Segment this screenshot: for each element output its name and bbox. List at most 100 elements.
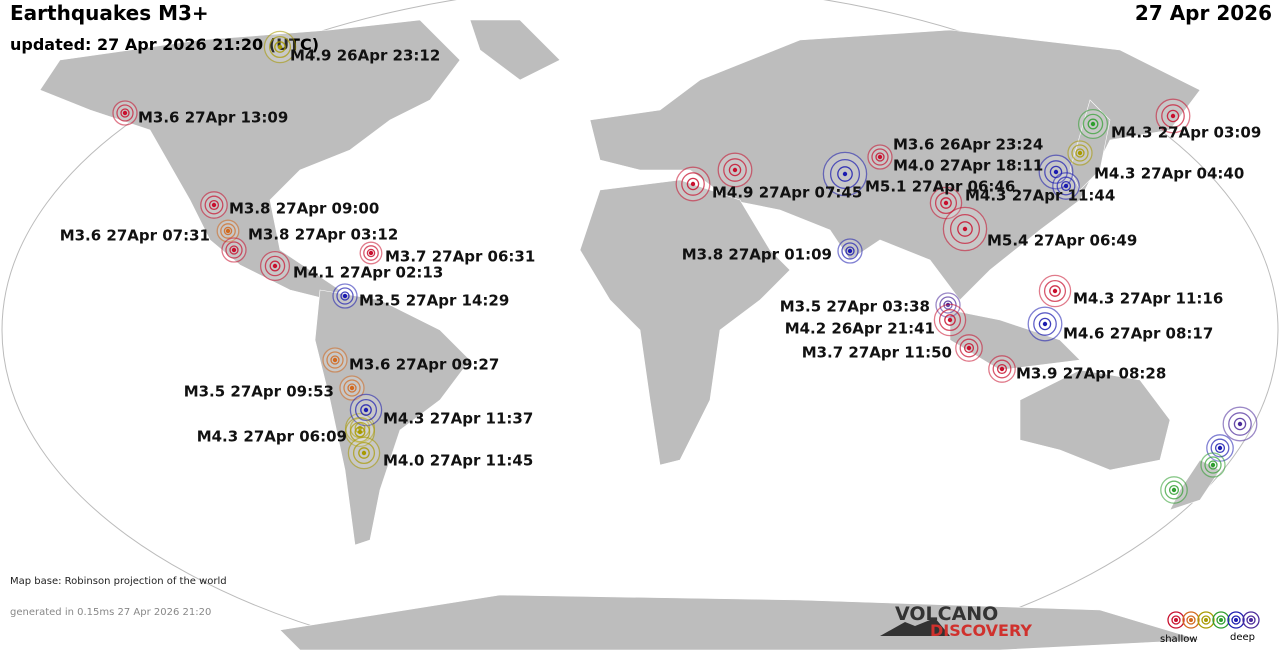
quake-ring	[358, 447, 370, 459]
quake-ring	[837, 166, 853, 182]
quake-dot	[1063, 183, 1069, 189]
quake-dot	[1053, 169, 1059, 175]
quake-dot	[277, 44, 283, 50]
quake-ring	[1033, 312, 1057, 336]
quake-dot	[1217, 445, 1223, 451]
land	[39, 19, 1221, 650]
quake-ring	[264, 255, 286, 277]
quake-ring	[220, 223, 236, 239]
legend	[1167, 611, 1260, 629]
quake-ring	[1075, 148, 1085, 158]
quake-dot	[999, 366, 1005, 372]
quake-ring	[347, 383, 357, 393]
quake-label: M4.2 26Apr 21:41	[785, 320, 935, 338]
markers	[112, 30, 1258, 504]
quake-dot	[1042, 321, 1048, 327]
quake-dot	[962, 226, 968, 232]
quake-label: M3.6 27Apr 07:31	[60, 227, 210, 245]
quake-dot	[231, 247, 237, 253]
quake-label: M4.3 27Apr 04:40	[1094, 165, 1244, 183]
generated: generated in 0.15ms 27 Apr 2026 21:20	[10, 607, 211, 618]
quake-ring	[723, 158, 747, 182]
quake-ring	[360, 404, 372, 416]
quake-label: M3.7 27Apr 11:50	[802, 344, 952, 362]
quake-ring	[938, 308, 962, 332]
quake-ring	[354, 426, 366, 438]
quake-label: M3.5 27Apr 03:38	[780, 298, 930, 316]
quake-ring	[354, 398, 378, 422]
quake-dot	[349, 385, 355, 391]
quake-ring	[208, 199, 220, 211]
quake-ring	[340, 291, 350, 301]
quake-ring	[845, 246, 855, 256]
quake-ring	[934, 191, 958, 215]
legend-dot	[1189, 618, 1193, 622]
quake-ring	[963, 342, 975, 354]
quake-label: M4.0 27Apr 18:11	[893, 157, 1043, 175]
quake-ring	[326, 351, 344, 369]
updated: updated: 27 Apr 2026 21:20 (UTC)	[10, 35, 319, 54]
quake-ring	[1204, 456, 1222, 474]
quake-dot	[1237, 421, 1243, 427]
quake-label: M4.9 26Apr 23:12	[290, 47, 440, 65]
quake-label: M3.5 27Apr 14:29	[359, 292, 509, 310]
legend-dot	[1174, 618, 1178, 622]
legend-ring	[1216, 615, 1226, 625]
quake-ring	[223, 226, 233, 236]
quake-dot	[690, 181, 696, 187]
legend-ring	[1171, 615, 1181, 625]
quake-label: M5.4 27Apr 06:49	[987, 232, 1137, 250]
date: 27 Apr 2026	[1135, 1, 1272, 25]
legend-ring	[1246, 615, 1256, 625]
quake-dot	[1170, 113, 1176, 119]
quake-ring	[343, 379, 361, 397]
legend-ring	[1186, 615, 1196, 625]
quake-ring	[996, 363, 1008, 375]
quake-dot	[1090, 121, 1096, 127]
quake-ring	[269, 260, 281, 272]
quake-label: M4.0 27Apr 11:45	[383, 452, 533, 470]
quake-dot	[842, 171, 848, 177]
quake-ring	[120, 108, 130, 118]
quake-ring	[940, 197, 952, 209]
quake-dot	[122, 110, 128, 116]
quake-ring	[875, 152, 885, 162]
quake-dot	[966, 345, 972, 351]
logo-bottom: DISCOVERY	[930, 621, 1032, 640]
quake-ring	[1082, 113, 1104, 135]
quake-label: M4.3 27Apr 03:09	[1111, 124, 1261, 142]
quake-ring	[949, 213, 981, 245]
quake-ring	[1043, 279, 1067, 303]
quake-dot	[732, 167, 738, 173]
quake-ring	[225, 241, 243, 259]
quake-ring	[366, 248, 376, 258]
quake-ring	[1071, 144, 1089, 162]
quake-ring	[992, 359, 1012, 379]
quake-ring	[1228, 412, 1252, 436]
quake-dot	[947, 317, 953, 323]
quake-ring	[1038, 317, 1052, 331]
quake-dot	[877, 154, 883, 160]
quake-dot	[211, 202, 217, 208]
legend-ring	[1242, 611, 1260, 629]
quake-ring	[268, 35, 292, 59]
logo-top: VOLCANO	[895, 603, 998, 625]
quake-ring	[1161, 104, 1185, 128]
quake-ring	[681, 172, 705, 196]
labels: M4.9 26Apr 23:12 M3.6 27Apr 13:09 M3.8 27A…	[60, 47, 1262, 470]
quake-dot	[1171, 487, 1177, 493]
quake-label: M3.8 27Apr 03:12	[248, 226, 398, 244]
legend-dot	[1219, 618, 1223, 622]
quake-ring	[116, 104, 134, 122]
quake-ring	[1049, 285, 1061, 297]
quake-ring	[349, 421, 371, 443]
quake-ring	[1210, 438, 1230, 458]
quake-dot	[361, 450, 367, 456]
title: Earthquakes M3+	[10, 1, 209, 25]
quake-ring	[944, 314, 956, 326]
quake-ring	[204, 195, 224, 215]
quake-ring	[1166, 109, 1180, 123]
quake-dot	[225, 228, 231, 234]
quake-ring	[957, 221, 973, 237]
legend-dot	[1204, 618, 1208, 622]
